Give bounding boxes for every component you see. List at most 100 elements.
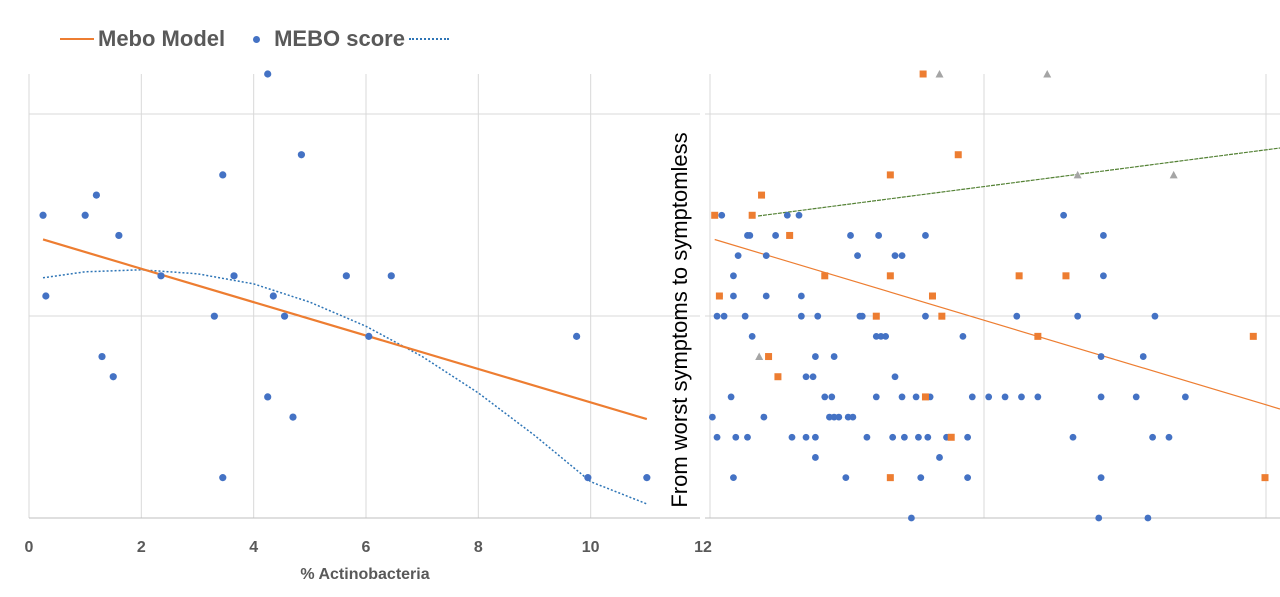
right-circle-point bbox=[964, 433, 972, 441]
right-circle-point bbox=[727, 393, 735, 401]
left-polynomial-trendline bbox=[42, 269, 648, 505]
left-score-point bbox=[81, 211, 89, 219]
right-orange-trendline bbox=[714, 238, 1280, 410]
right-square-point bbox=[1015, 272, 1023, 280]
left-score-point bbox=[42, 292, 50, 300]
right-triangle-point bbox=[1169, 170, 1178, 179]
right-circle-point bbox=[814, 312, 822, 320]
right-circle-point bbox=[891, 373, 899, 381]
right-circle-point bbox=[797, 292, 805, 300]
right-square-point bbox=[1034, 332, 1042, 340]
right-square-point bbox=[872, 312, 880, 320]
right-circle-point bbox=[842, 474, 850, 482]
right-square-point bbox=[711, 211, 719, 219]
left-x-tick-label: 10 bbox=[582, 539, 600, 556]
left-score-point bbox=[109, 373, 117, 381]
right-circle-point bbox=[748, 332, 756, 340]
right-triangle-point bbox=[1073, 170, 1082, 179]
right-circle-point bbox=[922, 232, 929, 239]
chart-legend: Mebo Model MEBO score bbox=[60, 24, 471, 54]
right-square-point bbox=[1249, 332, 1257, 340]
right-circle-point bbox=[900, 433, 908, 441]
right-circle-point bbox=[795, 211, 803, 219]
right-square-point bbox=[886, 272, 894, 280]
right-circle-point bbox=[730, 272, 737, 280]
right-circle-point bbox=[1151, 312, 1159, 320]
right-circle-point bbox=[812, 353, 819, 360]
right-circle-point bbox=[858, 312, 866, 320]
left-score-point bbox=[157, 272, 165, 280]
right-circle-point bbox=[1013, 312, 1021, 320]
legend-dot-swatch bbox=[253, 35, 261, 43]
left-x-tick-label: 8 bbox=[474, 539, 483, 556]
right-circle-point bbox=[708, 413, 716, 421]
left-score-point bbox=[115, 231, 123, 240]
right-circle-point bbox=[912, 393, 920, 401]
right-circle-point bbox=[732, 433, 740, 441]
left-score-point bbox=[269, 292, 277, 300]
right-circle-point bbox=[898, 393, 906, 401]
right-circle-point bbox=[783, 211, 791, 219]
right-circle-point bbox=[875, 232, 883, 239]
right-square-point bbox=[938, 312, 946, 320]
left-score-point bbox=[297, 151, 306, 159]
right-circle-point bbox=[1100, 272, 1107, 280]
legend-line-swatch bbox=[60, 38, 94, 40]
right-circle-point bbox=[917, 474, 925, 482]
left-score-point bbox=[643, 474, 651, 482]
right-circle-point bbox=[1097, 393, 1105, 401]
right-square-point bbox=[786, 231, 794, 239]
right-circle-point bbox=[730, 292, 737, 300]
right-circle-point bbox=[746, 232, 754, 239]
left-x-tick-label: 0 bbox=[25, 539, 34, 556]
right-circle-point bbox=[812, 454, 819, 461]
right-circle-point bbox=[830, 413, 838, 421]
right-circle-point bbox=[1139, 353, 1147, 360]
right-circle-point bbox=[1074, 312, 1082, 320]
right-circle-point bbox=[882, 332, 890, 340]
right-circle-point bbox=[1181, 393, 1189, 401]
right-triangle-point bbox=[1043, 70, 1052, 78]
right-circle-point bbox=[734, 252, 742, 260]
legend-item-score: MEBO score bbox=[247, 26, 449, 52]
right-circle-point bbox=[844, 413, 852, 421]
left-score-point bbox=[264, 70, 272, 78]
right-circle-point bbox=[835, 413, 843, 421]
right-circle-point bbox=[1034, 393, 1042, 401]
right-circle-point bbox=[762, 292, 770, 300]
right-circle-point bbox=[720, 312, 728, 320]
left-score-point bbox=[280, 312, 289, 320]
left-score-point bbox=[289, 413, 297, 421]
right-circle-point bbox=[968, 393, 976, 401]
right-circle-point bbox=[915, 433, 922, 441]
right-circle-point bbox=[924, 433, 932, 441]
right-circle-point bbox=[854, 252, 861, 260]
right-circle-point bbox=[713, 312, 721, 320]
right-triangle-point bbox=[755, 352, 764, 361]
right-circle-point bbox=[863, 433, 871, 441]
right-square-point bbox=[919, 70, 927, 78]
right-circle-point bbox=[788, 433, 796, 441]
right-circle-point bbox=[713, 433, 721, 441]
left-score-point bbox=[92, 191, 100, 199]
left-score-point bbox=[219, 474, 227, 482]
right-square-point bbox=[765, 353, 773, 361]
right-green-trendline bbox=[757, 147, 1280, 217]
right-circle-point bbox=[826, 413, 833, 421]
right-circle-point bbox=[744, 433, 751, 441]
left-x-tick-label: 4 bbox=[249, 539, 258, 556]
right-square-point bbox=[758, 191, 766, 199]
right-circle-point bbox=[741, 312, 749, 320]
right-circle-point bbox=[959, 332, 967, 340]
right-square-point bbox=[886, 474, 894, 482]
left-score-point bbox=[230, 272, 238, 280]
left-score-point bbox=[342, 272, 350, 280]
right-circle-point bbox=[849, 413, 857, 421]
right-circle-point bbox=[1132, 393, 1140, 401]
right-square-point bbox=[921, 393, 929, 401]
right-square-point bbox=[1261, 474, 1269, 482]
right-circle-point bbox=[936, 454, 943, 461]
left-score-point bbox=[98, 352, 106, 361]
right-triangle-point bbox=[935, 70, 944, 78]
